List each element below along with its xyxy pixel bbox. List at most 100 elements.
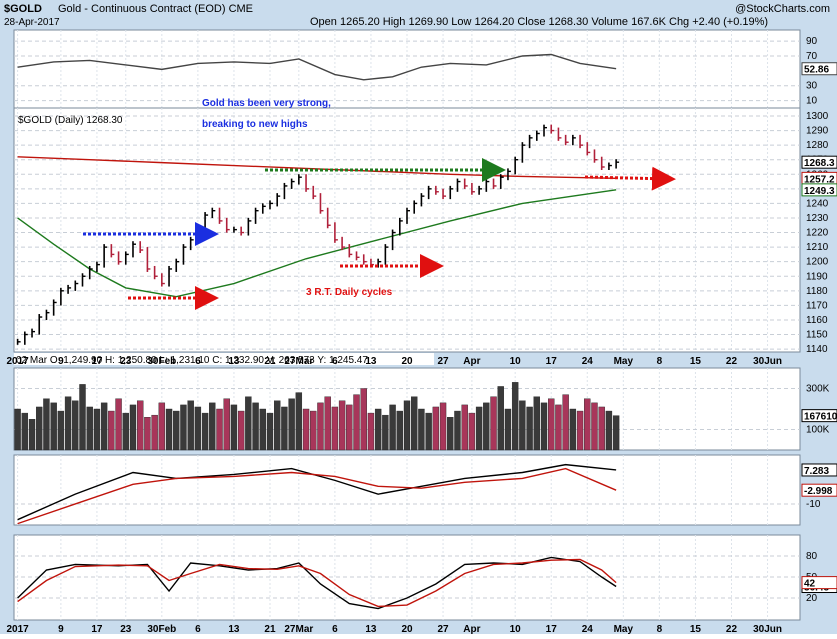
x-tick-label: 8 [657,624,663,634]
x-tick-label: 23 [120,624,132,634]
x-tick-label: 23 [120,356,132,367]
x-tick-label: 30Jun [753,624,782,634]
y-tick-label: 1220 [806,228,829,239]
y-tick-label: 10 [806,96,818,107]
volume-bar [468,412,476,451]
x-tick-label: Apr [463,624,480,634]
volume-bar [317,402,324,451]
volume-bar [64,396,72,451]
volume-bar [173,410,180,451]
x-tick-label: 21 [264,356,276,367]
value-label: -2.998 [804,486,833,497]
x-tick-label: 21 [264,624,276,634]
volume-bar [93,408,101,451]
value-label: 1268.3 [804,158,835,169]
volume-bar [584,398,591,451]
volume-bar [50,402,57,451]
volume-bar [237,410,245,451]
volume-bar [180,404,187,451]
y-tick-label: 90 [806,36,818,47]
volume-bar [605,410,613,451]
volume-bar [447,417,454,451]
info-bar [14,353,434,365]
x-tick-label: 10 [510,356,522,367]
volume-bar [432,406,440,451]
volume-bar [14,408,21,451]
volume-bar [338,400,346,451]
value-box [801,183,837,197]
y-tick-label: 80 [806,551,818,562]
date: 28-Apr-2017 [4,17,60,28]
volume-bar [122,412,129,451]
line [17,189,617,298]
volume-bar [353,394,360,451]
volume-bar [511,382,519,451]
volume-bar [389,404,396,451]
volume-bar [165,408,173,451]
x-tick-label: 9 [58,356,64,367]
x-tick-label: 13 [365,624,377,634]
volume-bar [519,400,526,451]
x-tick-label: 30Jun [753,356,782,367]
volume-bar [346,404,353,451]
y-tick-label: 1300 [806,111,829,122]
volume-bar [216,408,223,451]
volume-bar [72,400,79,451]
volume-bar [425,412,432,451]
line [17,53,617,81]
y-tick-label: 1210 [806,242,829,253]
volume-bar [591,402,598,451]
value-label: 167610 [804,412,837,423]
volume-bar [526,406,533,451]
annotation: Gold has been very strong, [202,98,331,109]
value-box [801,409,837,423]
volume-bar [144,417,151,451]
x-tick-label: 8 [657,356,663,367]
volume-bar [403,400,411,451]
volume-bar [28,419,36,451]
volume-bar [490,396,497,451]
volume-bar [439,402,447,451]
volume-bar [252,402,259,451]
x-tick-label: 20 [401,356,413,367]
panel [13,29,801,109]
volume-bar [187,400,194,451]
volume-bar [151,414,158,451]
volume-bar [79,384,86,451]
volume-bar [288,398,295,451]
volume-bar [108,410,115,451]
volume-bar [43,398,50,451]
x-tick-label: 30Feb [147,356,176,367]
y-tick-label: 100K [806,425,830,436]
volume-bar [129,404,137,451]
panels: 10 30 70 90 52.86 1140 1150 1160 1170 1180 1190 120… [6,29,837,635]
quote: Open 1265.20 High 1269.90 Low 1264.20 Cl… [310,16,768,28]
x-tick-label: 22 [726,624,738,634]
x-tick-label: 17 [91,624,103,634]
line [17,463,617,521]
volume-bar [331,406,339,451]
x-tick-label: 27Mar [284,624,313,634]
volume-bar [158,402,166,451]
volume-bar [194,406,202,451]
value-label: 1257.2 [804,174,835,185]
volume-bar [475,406,483,451]
volume-bar [136,400,144,451]
volume-bar [382,414,389,451]
volume-bar [533,396,540,451]
x-tick-label: 24 [582,624,594,634]
volume-bar [223,398,230,451]
volume-bar [310,410,317,451]
arrow [584,166,676,191]
annotation: breaking to new highs [202,119,308,130]
value-box [801,576,837,590]
x-tick-label: 6 [332,356,338,367]
x-tick-label: May [614,356,634,367]
volume-bar [411,396,418,451]
y-tick-label: -10 [806,499,821,510]
line [17,467,617,525]
volume-bar [21,412,29,451]
volume-bar [396,410,403,451]
x-tick-label: 17 [91,356,103,367]
volume-bar [461,404,468,451]
